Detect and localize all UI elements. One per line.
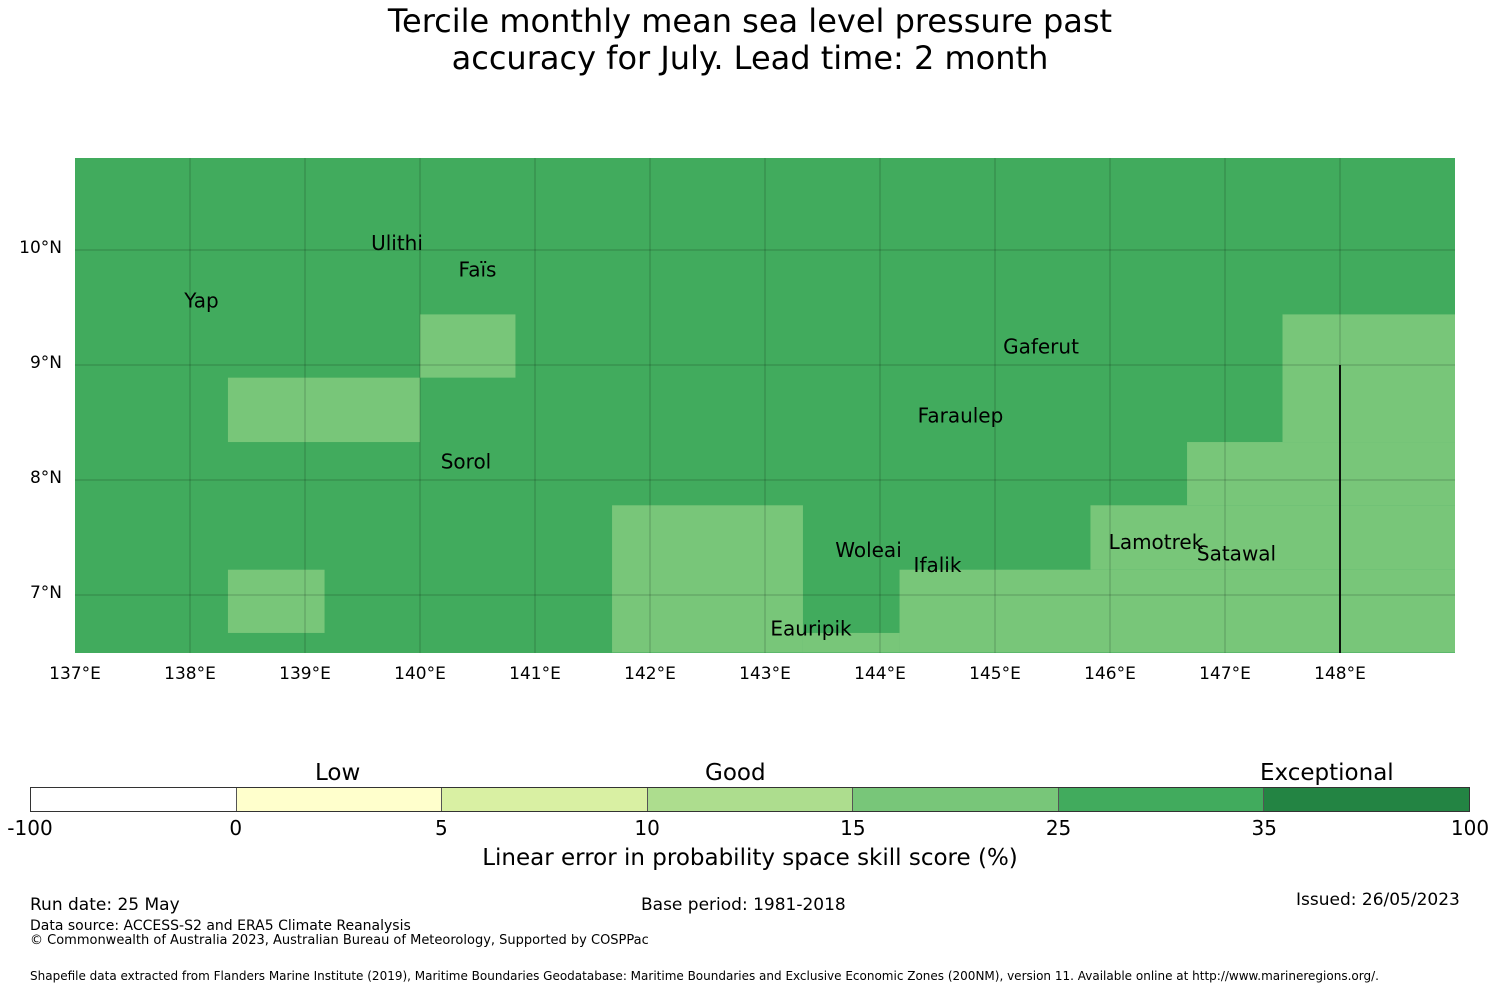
longitude-tick-label: 147°E bbox=[1199, 664, 1251, 684]
place-label-sorol: Sorol bbox=[441, 450, 492, 474]
place-label-eauripik: Eauripik bbox=[770, 616, 852, 640]
longitude-tick-label: 142°E bbox=[624, 664, 676, 684]
colorbar-segment bbox=[235, 788, 442, 811]
place-label-gaferut: Gaferut bbox=[1003, 335, 1079, 359]
map-title-line1: Tercile monthly mean sea level pressure … bbox=[387, 2, 1113, 40]
longitude-tick-label: 137°E bbox=[49, 664, 101, 684]
colorbar-tick-label: 25 bbox=[1045, 816, 1072, 840]
map-title-line2: accuracy for July. Lead time: 2 month bbox=[451, 39, 1049, 77]
category-exceptional: Exceptional bbox=[1260, 760, 1394, 786]
base-period: Base period: 1981-2018 bbox=[641, 895, 846, 915]
category-low: Low bbox=[315, 760, 361, 786]
skill-cell-15-25 bbox=[1187, 442, 1455, 506]
longitude-tick-label: 138°E bbox=[164, 664, 216, 684]
copyright: © Commonwealth of Australia 2023, Austra… bbox=[30, 933, 649, 948]
longitude-tick-label: 141°E bbox=[509, 664, 561, 684]
colorbar-tick-label: 15 bbox=[840, 816, 866, 840]
colorbar-tick-label: 10 bbox=[634, 816, 660, 840]
skill-cell-15-25 bbox=[899, 569, 1455, 653]
longitude-tick-label: 140°E bbox=[394, 664, 446, 684]
place-label-faraulep: Faraulep bbox=[918, 404, 1004, 428]
skill-map: Yap Ulithi Faïs Sorol Gaferut Faraulep Woleai I… bbox=[75, 158, 1455, 653]
colorbar-title: Linear error in probability space skill … bbox=[482, 845, 1018, 871]
colorbar-tick-label: -100 bbox=[7, 816, 53, 840]
skill-cell-15-25 bbox=[1090, 505, 1455, 570]
colorbar bbox=[30, 787, 1470, 812]
place-label-lamotrek: Lamotrek bbox=[1109, 530, 1204, 554]
skill-cell-15-25 bbox=[802, 632, 900, 653]
longitude-tick-label: 143°E bbox=[739, 664, 791, 684]
skill-cell-15-25 bbox=[227, 569, 325, 633]
longitude-tick-label: 139°E bbox=[279, 664, 331, 684]
colorbar-segment bbox=[1057, 788, 1264, 811]
skill-cell-15-25 bbox=[227, 377, 420, 443]
place-label-satawal: Satawal bbox=[1197, 542, 1276, 566]
data-source: Data source: ACCESS-S2 and ERA5 Climate … bbox=[30, 918, 411, 934]
graticule bbox=[75, 158, 1455, 653]
place-label-woleai: Woleai bbox=[835, 538, 902, 562]
place-label-ifalik: Ifalik bbox=[914, 553, 962, 577]
colorbar-tick-label: 0 bbox=[229, 816, 243, 840]
latitude-tick-label: 10°N bbox=[19, 238, 62, 258]
longitude-tick-label: 146°E bbox=[1084, 664, 1136, 684]
colorbar-segment bbox=[1263, 788, 1470, 811]
skill-cell-15-25 bbox=[1282, 314, 1455, 443]
shapefile-credit: Shapefile data extracted from Flanders M… bbox=[30, 969, 1379, 983]
place-label-fas: Faïs bbox=[459, 257, 497, 281]
place-label-yap: Yap bbox=[183, 289, 218, 313]
colorbar-segment bbox=[646, 788, 853, 811]
colorbar-tick-label: 100 bbox=[1450, 816, 1490, 840]
skill-cell-15-25 bbox=[420, 314, 516, 378]
colorbar-tick-label: 35 bbox=[1251, 816, 1277, 840]
colorbar-segment bbox=[441, 788, 647, 811]
category-good: Good bbox=[705, 760, 766, 786]
skill-cells bbox=[227, 314, 1455, 653]
latitude-tick-label: 7°N bbox=[29, 583, 62, 603]
longitude-tick-label: 144°E bbox=[854, 664, 906, 684]
latitude-tick-label: 9°N bbox=[29, 353, 62, 373]
colorbar-tick-label: 5 bbox=[435, 816, 448, 840]
colorbar-segment bbox=[852, 788, 1058, 811]
run-date: Run date: 25 May bbox=[30, 895, 180, 915]
colorbar-segment bbox=[31, 788, 236, 811]
longitude-tick-label: 145°E bbox=[969, 664, 1021, 684]
latitude-tick-label: 8°N bbox=[29, 468, 62, 488]
issued-date: Issued: 26/05/2023 bbox=[1296, 890, 1460, 910]
place-labels: Yap Ulithi Faïs Sorol Gaferut Faraulep Woleai I… bbox=[183, 231, 1276, 640]
skill-cell-15-25 bbox=[612, 505, 803, 653]
longitude-tick-label: 148°E bbox=[1314, 664, 1366, 684]
place-label-ulithi: Ulithi bbox=[371, 231, 423, 255]
